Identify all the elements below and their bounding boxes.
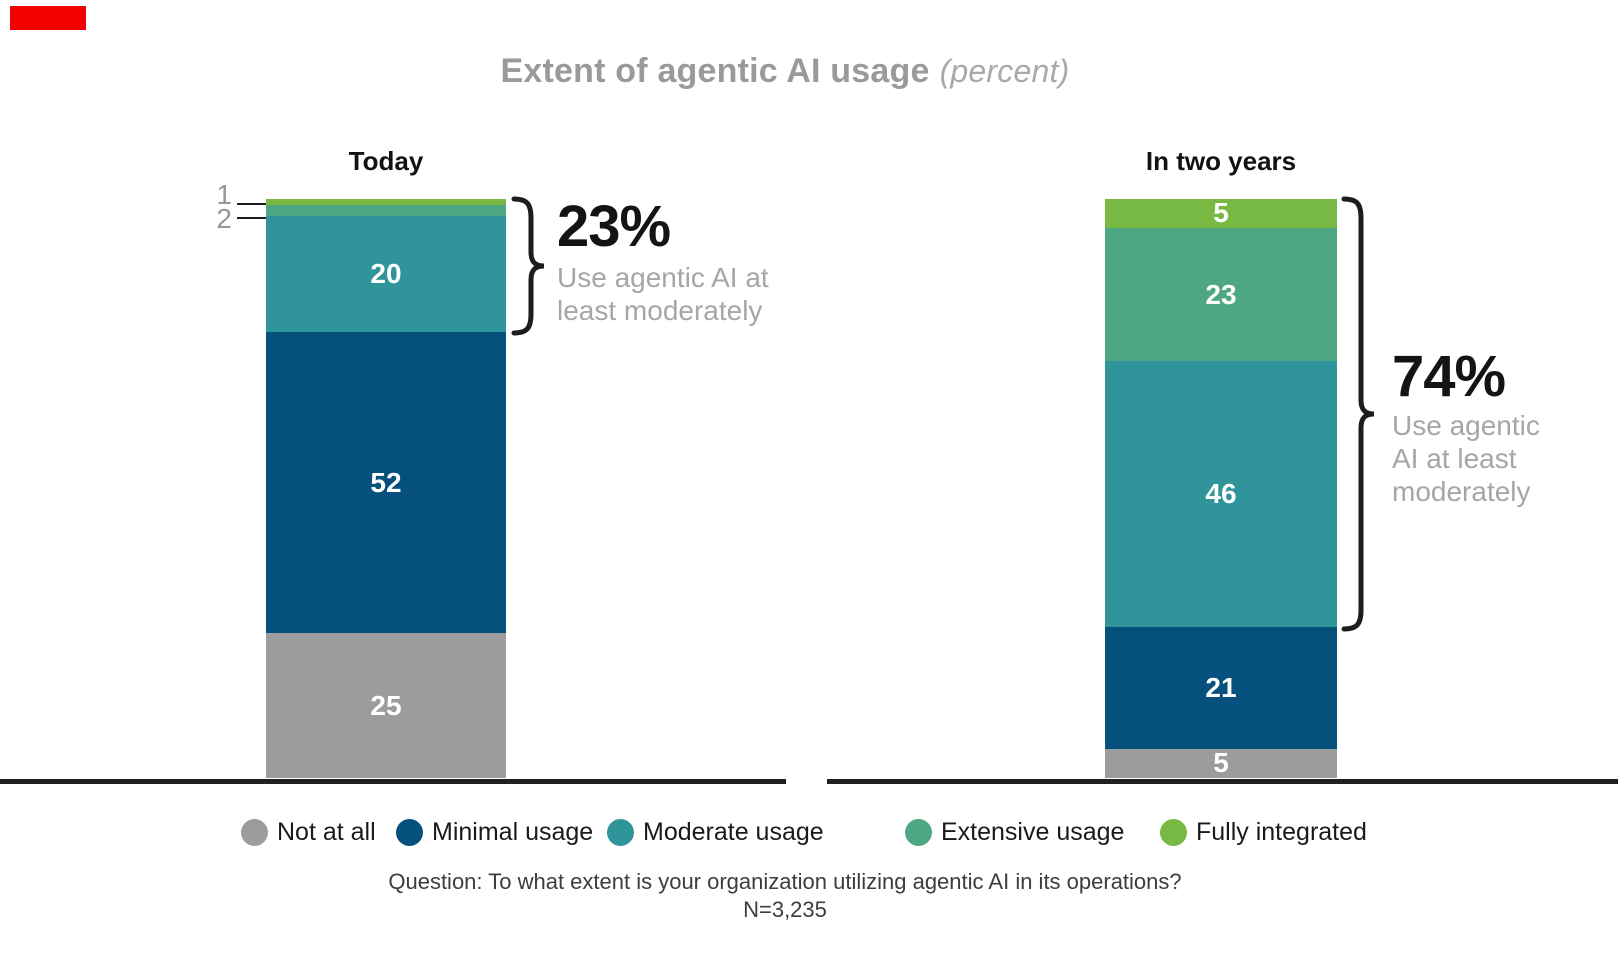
legend-dot-icon <box>241 819 268 846</box>
annotation-percent-in-two-years: 74% <box>1392 344 1506 409</box>
bar-segment-fully_integrated: 5 <box>1105 199 1337 228</box>
stacked-bar-today: 20 52 25 <box>266 199 506 778</box>
bracket-brace-in-two-years <box>1341 196 1375 632</box>
bar-segment-minimal: 52 <box>266 332 506 634</box>
footnote-question: Question: To what extent is your organiz… <box>388 869 1182 894</box>
callout-leader-line <box>237 217 266 219</box>
legend-item-not-at-all: Not at all <box>241 818 376 847</box>
legend-item-extensive-usage: Extensive usage <box>905 818 1124 847</box>
legend-item-minimal-usage: Minimal usage <box>396 818 593 847</box>
x-axis-baseline-left <box>0 779 786 784</box>
legend-item-fully-integrated: Fully integrated <box>1160 818 1367 847</box>
bar-title-in-two-years: In two years <box>1145 146 1297 176</box>
bar-segment-minimal: 21 <box>1105 627 1337 749</box>
chart-title: Extent of agentic AI usage (percent) <box>0 52 1570 91</box>
chart-title-main: Extent of agentic AI usage <box>500 52 930 90</box>
annotation-percent-today: 23% <box>557 194 671 259</box>
legend-dot-icon <box>1160 819 1187 846</box>
chart-title-unit: (percent) <box>939 53 1070 89</box>
bracket-brace-today <box>511 196 545 336</box>
footnote-sample-size: N=3,235 <box>743 897 827 922</box>
annotation-note-today: Use agentic AI at least moderately <box>557 262 769 326</box>
callout-leader-line <box>237 203 266 205</box>
bar-segment-extensive <box>266 204 506 217</box>
bar-segment-moderate: 20 <box>266 216 506 333</box>
legend-dot-icon <box>607 819 634 846</box>
bar-title-today: Today <box>348 146 424 176</box>
legend-label: Moderate usage <box>643 818 824 846</box>
bar-segment-not_at_all: 25 <box>266 633 506 778</box>
legend-item-moderate-usage: Moderate usage <box>607 818 824 847</box>
bar-segment-not_at_all: 5 <box>1105 749 1337 778</box>
legend-dot-icon <box>905 819 932 846</box>
bar-segment-moderate: 46 <box>1105 361 1337 628</box>
legend-label: Fully integrated <box>1196 818 1367 846</box>
stacked-bar-in-two-years: 5 23 46 21 5 <box>1105 199 1337 778</box>
callout-value-extensive: 2 <box>216 203 232 234</box>
legend-dot-icon <box>396 819 423 846</box>
legend-label: Extensive usage <box>941 818 1125 846</box>
callout-value-fully-integrated: 1 <box>216 179 232 210</box>
bar-segment-extensive: 23 <box>1105 227 1337 362</box>
bar-segment-fully_integrated <box>266 199 506 205</box>
legend-label: Not at all <box>277 818 376 846</box>
annotation-note-in-two-years: Use agentic AI at least moderately <box>1392 410 1540 507</box>
x-axis-baseline-right <box>827 779 1618 784</box>
legend-label: Minimal usage <box>432 818 594 846</box>
brand-accent-bar <box>10 6 86 30</box>
